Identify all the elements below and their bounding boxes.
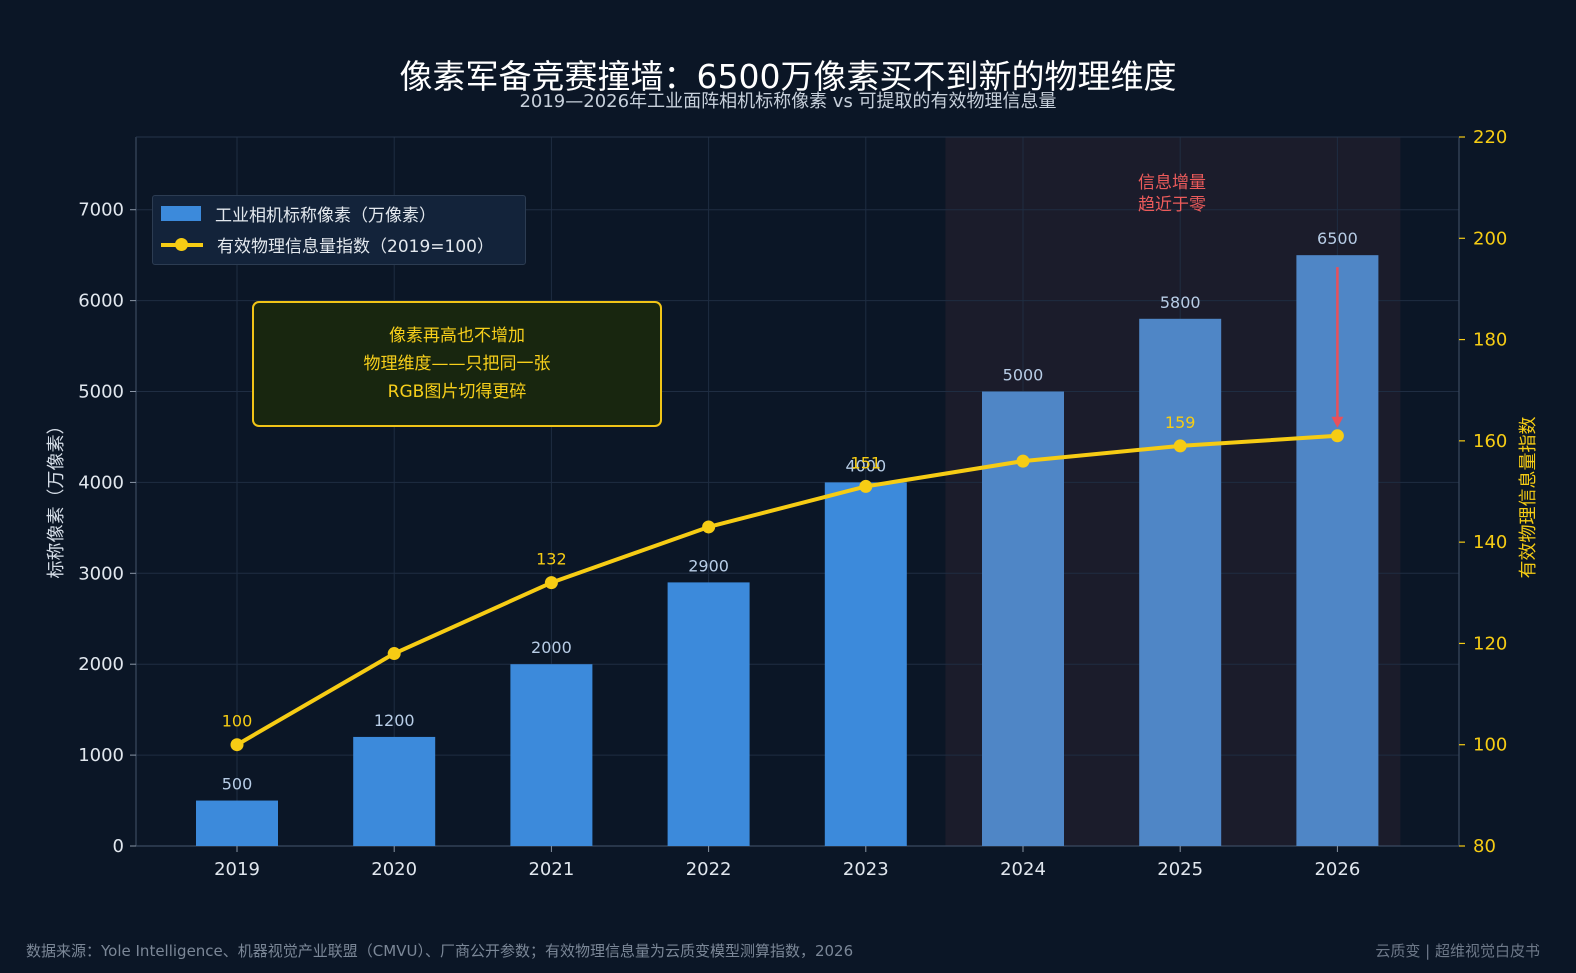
bar-value-label: 4000	[845, 456, 886, 475]
legend-bar-label: 工业相机标称像素（万像素）	[215, 205, 436, 226]
arrow-head	[1331, 416, 1344, 428]
line-point	[859, 479, 873, 493]
legend: 工业相机标称像素（万像素） 有效物理信息量指数（2019=100）	[152, 195, 526, 265]
y2-tick-label: 200	[1473, 228, 1507, 249]
y2-tick-label: 140	[1473, 532, 1507, 553]
bar-value-label: 5000	[1003, 366, 1044, 385]
bar	[667, 582, 750, 846]
y2-tick-label: 100	[1473, 735, 1507, 756]
y2-tick-label: 80	[1473, 836, 1496, 857]
y2-tick-label: 220	[1473, 127, 1507, 148]
y-tick-label: 7000	[78, 200, 124, 221]
y-axis-label: 标称像素（万像素）	[46, 417, 67, 579]
down-arrow-annotation	[1331, 267, 1344, 428]
bar	[196, 800, 278, 846]
y-tick-label: 0	[113, 836, 124, 857]
line-path	[235, 433, 1338, 747]
line-point	[1016, 454, 1030, 468]
info-increment-note: 信息增量 趋近于零	[1110, 172, 1234, 216]
line-point	[230, 738, 244, 752]
y-tick-label: 3000	[78, 563, 124, 584]
x-tick-label: 2023	[843, 859, 889, 880]
line-point	[544, 576, 558, 590]
line-value-label: 151	[851, 453, 882, 472]
line-value-label: 132	[536, 550, 567, 569]
line-point	[387, 647, 401, 661]
callout-line: RGB图片切得更碎	[387, 382, 527, 402]
callout-line: 物理维度——只把同一张	[363, 354, 551, 374]
x-tick-label: 2025	[1157, 859, 1203, 880]
bar-value-label: 2900	[688, 556, 729, 575]
x-tick-label: 2022	[686, 859, 732, 880]
axes: 0 1000 2000 3000 4000 5000 6000 7000 80 100 120 140…	[46, 127, 1539, 880]
bar-series	[196, 255, 1379, 846]
x-tick-label: 2024	[1000, 859, 1046, 880]
bar-value-label: 1200	[374, 711, 415, 730]
bar-value-label: 5800	[1160, 293, 1201, 312]
y-tick-label: 1000	[78, 745, 124, 766]
callout-line: 像素再高也不增加	[389, 326, 525, 346]
y2-tick-label: 120	[1473, 633, 1507, 654]
y-tick-label: 4000	[78, 472, 124, 493]
y2-tick-label: 160	[1473, 431, 1507, 452]
y2-axis-label: 有效物理信息量指数	[1518, 417, 1539, 579]
bar-value-label: 6500	[1317, 229, 1358, 248]
bar	[1139, 318, 1222, 846]
chart-subtitle: 2019—2026年工业面阵相机标称像素 vs 可提取的有效物理信息量	[519, 91, 1057, 112]
data-labels: 500 1200 2000 2900 4000 5000 5800 6500 100 132 151…	[222, 229, 1358, 793]
legend-bar-swatch	[161, 205, 201, 221]
callout-box: 像素再高也不增加 物理维度——只把同一张 RGB图片切得更碎	[252, 301, 662, 427]
bar	[510, 664, 593, 846]
y2-tick-label: 180	[1473, 330, 1507, 351]
line-value-label: 159	[1165, 413, 1196, 432]
note-line: 趋近于零	[1138, 195, 1206, 215]
x-tick-label: 2019	[214, 859, 260, 880]
bar-value-label: 500	[222, 775, 253, 794]
bar	[353, 736, 436, 846]
legend-line-swatch	[161, 237, 203, 252]
y-tick-label: 5000	[78, 382, 124, 403]
x-tick-label: 2021	[528, 859, 574, 880]
line-point	[1330, 429, 1344, 443]
legend-line-label: 有效物理信息量指数（2019=100）	[217, 236, 494, 257]
bar	[824, 482, 907, 846]
y-tick-label: 6000	[78, 291, 124, 312]
brand-footer: 云质变 | 超维视觉白皮书	[1375, 942, 1540, 960]
line-value-label: 100	[222, 712, 253, 731]
note-line: 信息增量	[1138, 173, 1206, 193]
data-source-footer: 数据来源：Yole Intelligence、机器视觉产业联盟（CMVU）、厂商…	[26, 942, 854, 960]
line-point	[702, 520, 716, 534]
x-tick-label: 2020	[371, 859, 417, 880]
bar-value-label: 2000	[531, 638, 572, 657]
y-tick-label: 2000	[78, 654, 124, 675]
line-series	[230, 429, 1344, 752]
line-point	[1173, 439, 1187, 453]
legend-item-bars: 工业相机标称像素（万像素）	[161, 200, 436, 226]
x-tick-label: 2026	[1314, 859, 1360, 880]
legend-item-line: 有效物理信息量指数（2019=100）	[161, 231, 494, 257]
chart-title: 像素军备竞赛撞墙：6500万像素买不到新的物理维度	[399, 57, 1177, 96]
